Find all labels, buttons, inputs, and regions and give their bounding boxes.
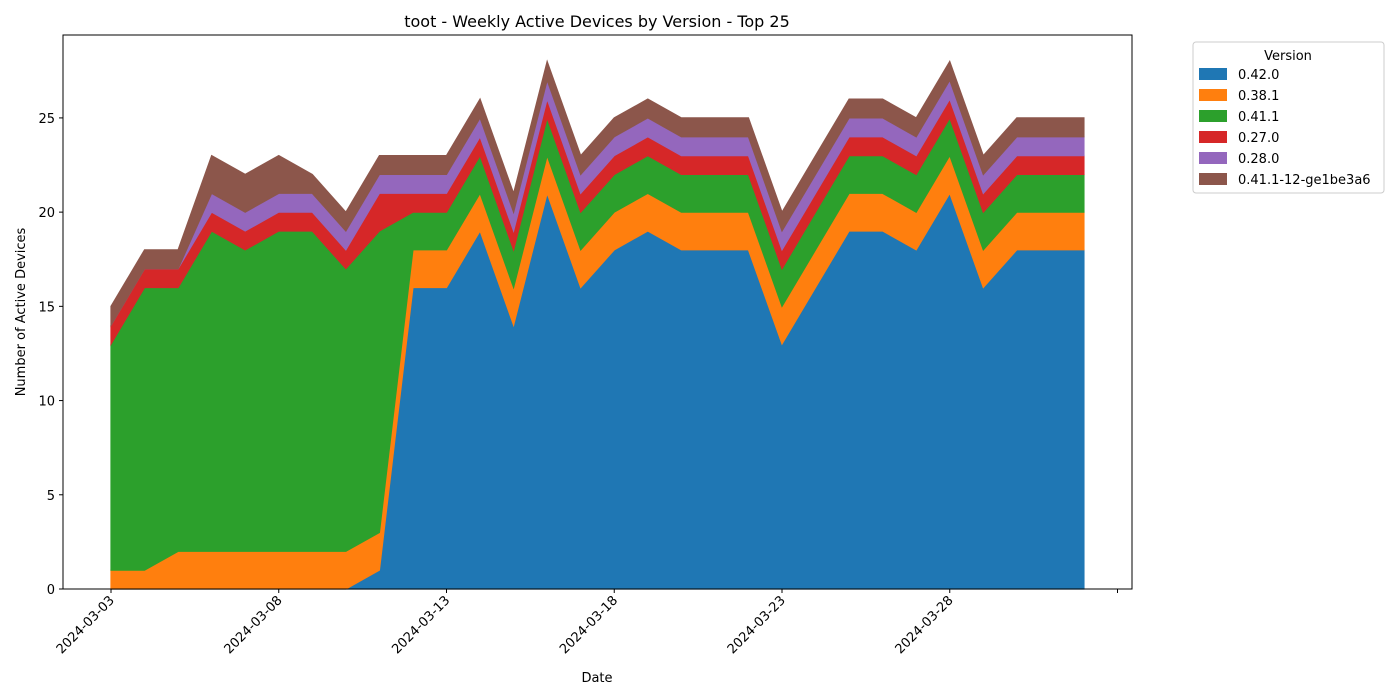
x-tick-label: 2024-03-28 <box>893 593 957 657</box>
legend-label: 0.41.1 <box>1238 110 1279 125</box>
legend-title: Version <box>1264 49 1312 64</box>
legend-label: 0.28.0 <box>1238 152 1279 167</box>
plot-frame <box>62 34 1133 590</box>
y-axis: 0 5 10 15 20 25 <box>38 112 63 598</box>
legend-swatch <box>1199 131 1227 143</box>
x-axis-label: Date <box>581 671 612 686</box>
legend-swatch <box>1199 68 1227 80</box>
y-tick-label: 5 <box>47 489 55 504</box>
legend-label: 0.42.0 <box>1238 68 1279 83</box>
legend-label: 0.41.1-12-ge1be3a6 <box>1238 173 1371 188</box>
legend-swatch <box>1199 89 1227 101</box>
chart-title: toot - Weekly Active Devices by Version … <box>404 12 790 31</box>
legend-swatch <box>1199 152 1227 164</box>
x-tick-label: 2024-03-03 <box>54 593 118 657</box>
x-tick-label: 2024-03-08 <box>222 593 286 657</box>
legend: Version 0.42.00.38.10.41.10.27.00.28.00.… <box>1192 41 1385 194</box>
x-tick-label: 2024-03-23 <box>725 593 789 657</box>
x-tick-label: 2024-03-18 <box>557 593 621 657</box>
x-axis: 2024-03-03 2024-03-08 2024-03-13 2024-03-18… <box>54 589 1118 657</box>
legend-swatch <box>1199 110 1227 122</box>
y-tick-label: 10 <box>38 395 55 410</box>
legend-frame <box>1192 41 1385 194</box>
stacked-areas <box>110 59 1085 590</box>
legend-swatch <box>1199 173 1227 185</box>
y-tick-label: 20 <box>38 206 55 221</box>
y-tick-label: 15 <box>38 300 55 315</box>
area-series-0.41.1-12-ge1be3a6 <box>110 59 1085 328</box>
legend-label: 0.27.0 <box>1238 131 1279 146</box>
y-axis-label: Number of Active Devices <box>14 227 29 396</box>
legend-label: 0.38.1 <box>1238 89 1279 104</box>
legend-items: 0.42.0 0.38.1 0.41.1 0.27.0 0.28.0 0.41.1-12-… <box>1199 68 1371 188</box>
y-tick-label: 0 <box>47 583 55 598</box>
y-tick-label: 25 <box>38 112 55 127</box>
x-tick-label: 2024-03-13 <box>389 593 453 657</box>
